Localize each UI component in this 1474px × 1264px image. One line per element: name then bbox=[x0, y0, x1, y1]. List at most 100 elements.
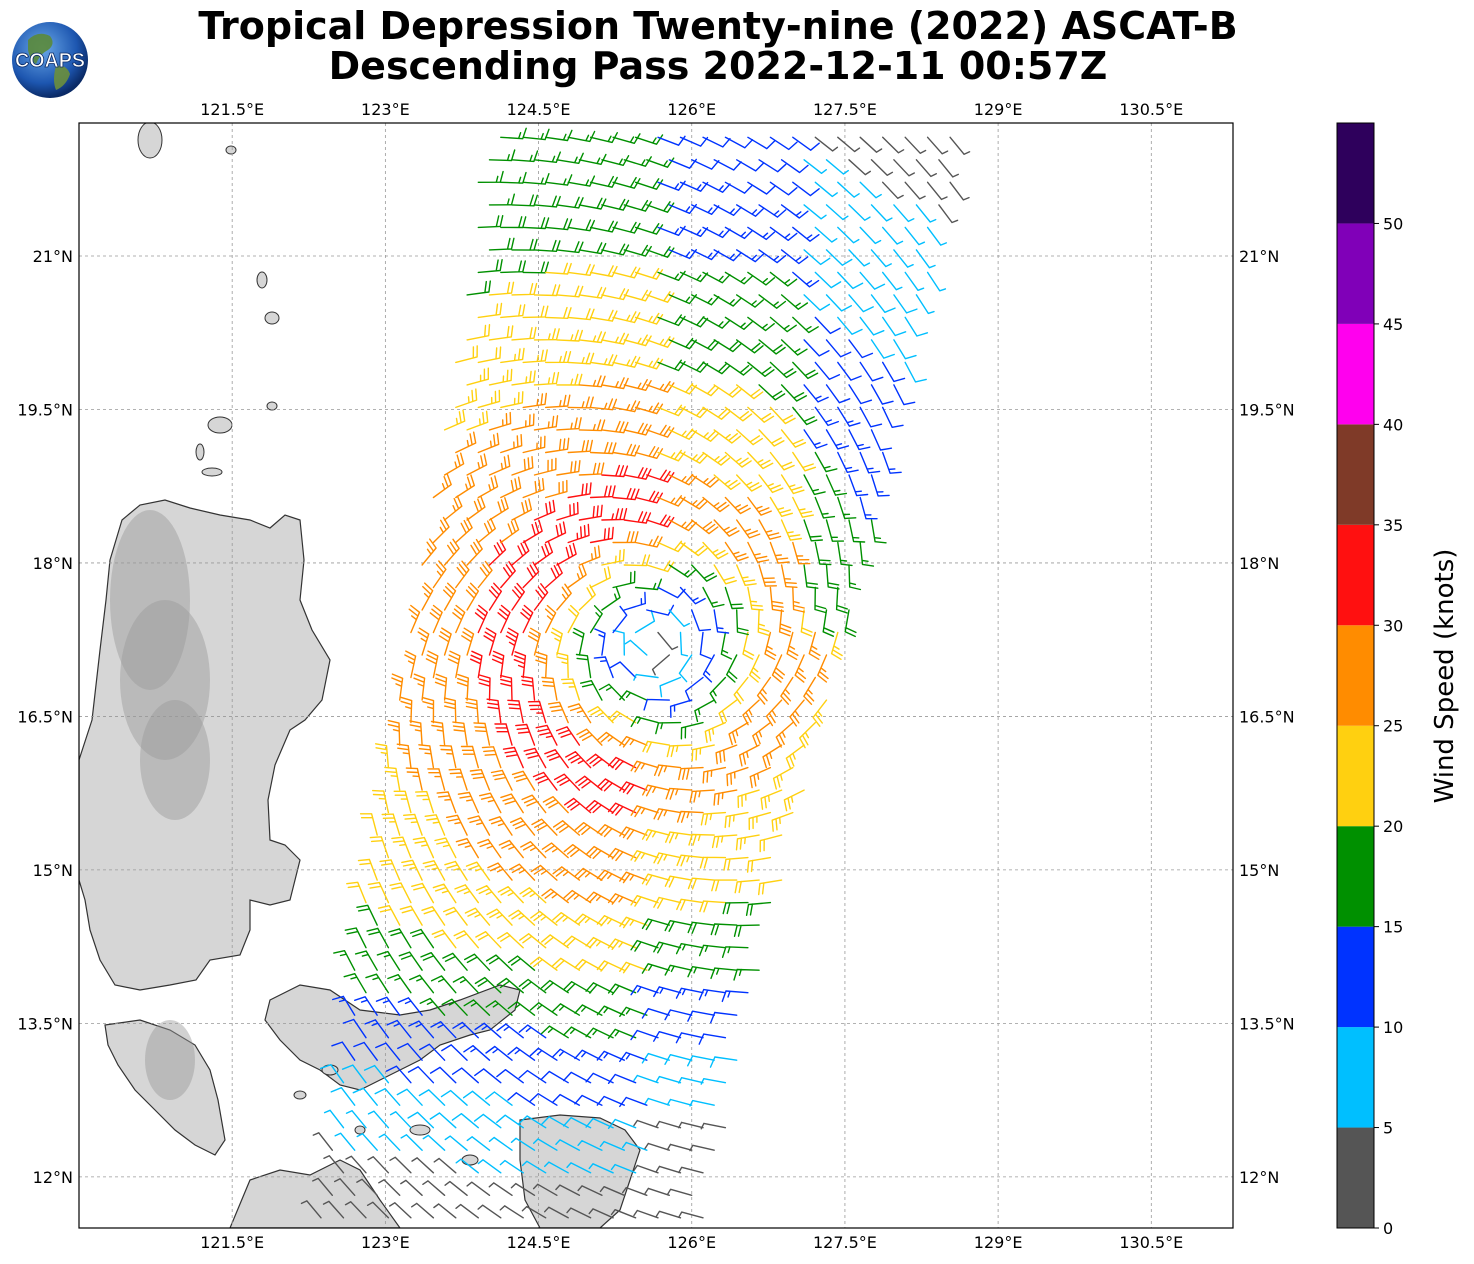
wind-barb bbox=[578, 375, 606, 388]
wind-barb bbox=[596, 915, 625, 927]
wind-barb bbox=[551, 1048, 581, 1061]
gridlines bbox=[79, 123, 1233, 1228]
wind-barb bbox=[718, 699, 738, 725]
wind-barb bbox=[500, 476, 522, 499]
wind-barb bbox=[646, 560, 675, 573]
wind-barb bbox=[747, 586, 764, 611]
terrain-shade bbox=[145, 1020, 195, 1100]
wind-barb bbox=[882, 406, 904, 428]
wind-barb bbox=[825, 384, 851, 404]
wind-barb bbox=[541, 676, 558, 701]
wind-barb bbox=[904, 136, 927, 154]
wind-barb bbox=[529, 1093, 558, 1106]
wind-barb bbox=[415, 790, 435, 814]
wind-barb bbox=[518, 1069, 547, 1084]
wind-barb bbox=[794, 654, 807, 683]
wind-barb bbox=[532, 1183, 558, 1196]
wind-barb bbox=[803, 676, 816, 705]
wind-barb bbox=[601, 548, 625, 566]
wind-barb bbox=[522, 305, 549, 319]
wind-barb bbox=[443, 409, 466, 431]
wind-barb bbox=[445, 814, 468, 836]
wind-barb bbox=[780, 294, 809, 310]
map-frame bbox=[78, 122, 1234, 1229]
wind-barb bbox=[544, 1161, 569, 1174]
wind-barb bbox=[792, 451, 817, 472]
wind-barb bbox=[724, 496, 751, 515]
wind-barb bbox=[700, 811, 727, 826]
wind-barb bbox=[556, 417, 582, 431]
wind-barb bbox=[488, 539, 507, 566]
wind-barb bbox=[587, 706, 614, 724]
wind-barb bbox=[678, 766, 704, 781]
wind-barb bbox=[431, 929, 457, 949]
wind-barb bbox=[691, 339, 720, 351]
wind-barb bbox=[474, 1068, 502, 1084]
wind-barb bbox=[634, 402, 664, 415]
wind-barb bbox=[367, 881, 390, 904]
wind-barb bbox=[623, 199, 652, 212]
wind-barb bbox=[646, 157, 675, 168]
wind-barb bbox=[679, 541, 708, 557]
wind-barb bbox=[334, 1178, 356, 1196]
wind-barb bbox=[713, 339, 742, 353]
wind-barb bbox=[882, 316, 907, 337]
wind-barb bbox=[859, 136, 883, 153]
wind-barb bbox=[388, 928, 412, 949]
wind-barb bbox=[702, 654, 715, 683]
wind-barb bbox=[407, 1111, 435, 1129]
wind-barb bbox=[679, 631, 689, 657]
wind-barb bbox=[825, 564, 840, 590]
wind-barb bbox=[825, 429, 850, 450]
wind-barb bbox=[433, 1157, 457, 1174]
wind-barb bbox=[666, 1098, 693, 1106]
wind-barb bbox=[312, 1132, 333, 1151]
wind-barb bbox=[585, 845, 614, 860]
wind-barb bbox=[646, 514, 675, 528]
wind-barb bbox=[848, 519, 866, 543]
colorbar-tick-label: 20 bbox=[1383, 817, 1403, 836]
wind-barb bbox=[566, 1162, 592, 1174]
landmass-mindoro bbox=[104, 1019, 226, 1156]
wind-barb bbox=[551, 1093, 581, 1106]
wind-barb bbox=[511, 282, 538, 296]
wind-barb bbox=[488, 1182, 513, 1196]
wind-barb bbox=[589, 485, 616, 499]
wind-barb bbox=[789, 699, 805, 727]
wind-barb bbox=[413, 673, 426, 701]
wind-barb bbox=[552, 866, 581, 881]
wind-barb bbox=[356, 904, 378, 926]
wind-barb bbox=[369, 836, 390, 859]
wind-barb bbox=[610, 1209, 637, 1219]
wind-barb bbox=[552, 820, 581, 836]
wind-barb bbox=[641, 1008, 670, 1019]
island bbox=[201, 467, 223, 477]
wind-barb bbox=[376, 950, 401, 971]
wind-barb bbox=[396, 743, 412, 769]
wind-barb bbox=[545, 562, 563, 589]
wind-barb bbox=[780, 159, 809, 174]
wind-barb bbox=[511, 413, 535, 431]
wind-barb bbox=[736, 204, 765, 217]
wind-barb bbox=[814, 316, 841, 335]
wind-barb bbox=[500, 347, 525, 364]
wind-barb bbox=[511, 370, 536, 386]
wind-barb bbox=[676, 854, 704, 867]
wind-barb bbox=[736, 249, 765, 263]
wind-barb bbox=[589, 566, 611, 589]
wind-barb bbox=[749, 654, 761, 683]
wind-barb bbox=[589, 605, 603, 634]
wind-barb bbox=[389, 1156, 412, 1174]
wind-barb bbox=[713, 159, 742, 171]
wind-barb bbox=[949, 136, 971, 155]
wind-barb bbox=[713, 519, 740, 537]
wind-barb bbox=[848, 384, 873, 405]
wind-barb bbox=[689, 1144, 715, 1152]
wind-barb bbox=[803, 249, 831, 266]
wind-barb bbox=[429, 604, 443, 634]
wind-barb bbox=[822, 609, 835, 637]
wind-barb bbox=[552, 912, 581, 926]
wind-barb bbox=[710, 923, 738, 936]
wind-barb bbox=[676, 898, 704, 911]
wind-barb bbox=[657, 180, 686, 191]
